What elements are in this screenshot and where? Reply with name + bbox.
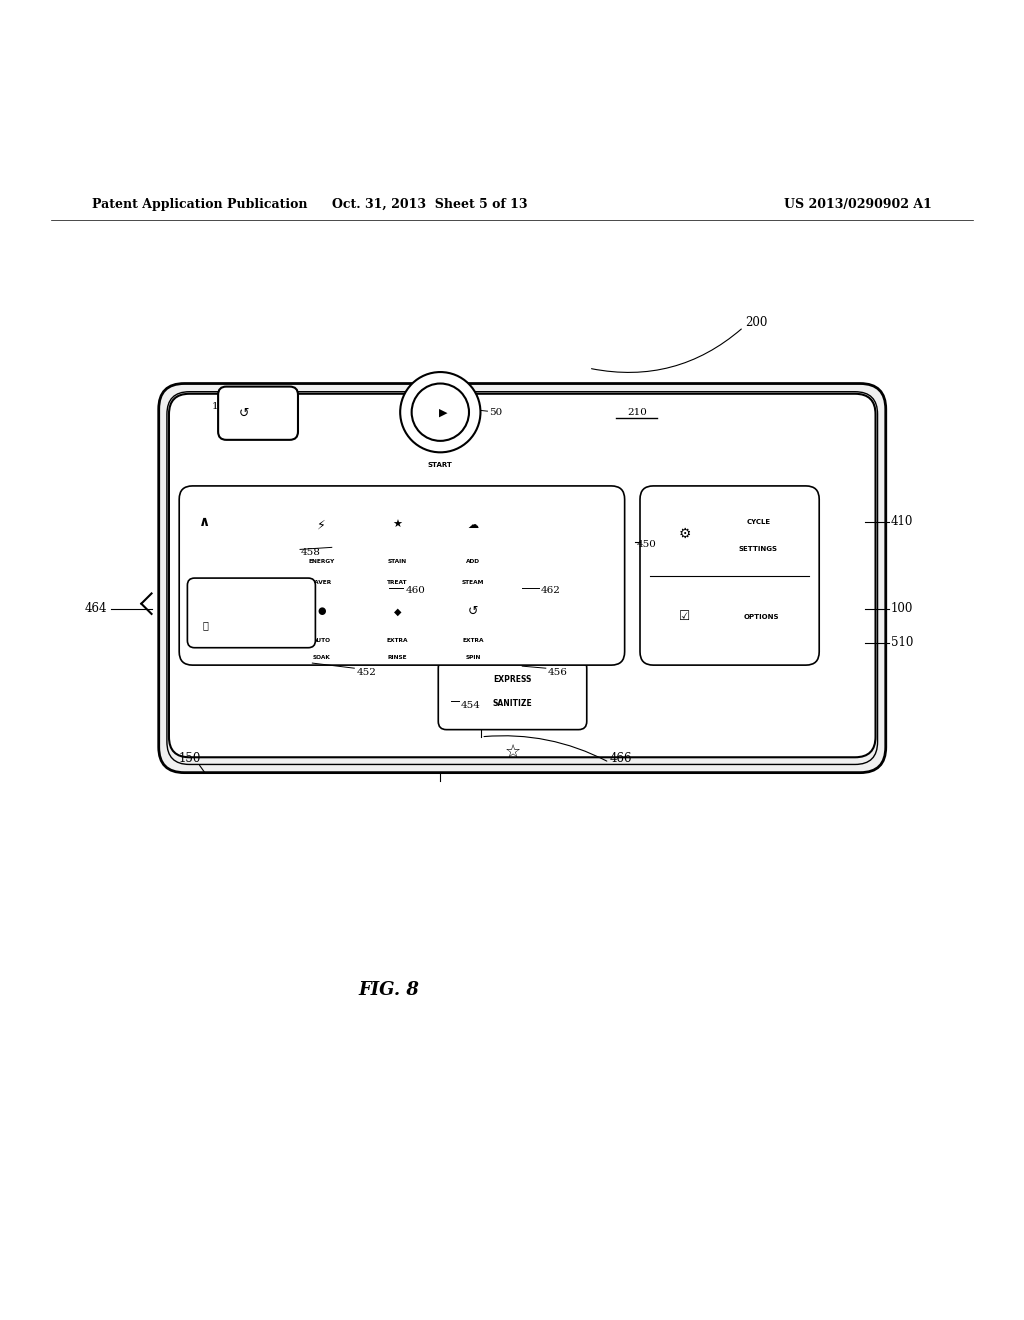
FancyBboxPatch shape <box>187 578 315 648</box>
Text: ↺: ↺ <box>468 605 478 618</box>
Text: ADD: ADD <box>466 558 480 564</box>
Text: SANITIZE: SANITIZE <box>493 698 532 708</box>
Text: SOAK: SOAK <box>312 656 331 660</box>
Text: ∧: ∧ <box>200 515 210 529</box>
Text: Oct. 31, 2013  Sheet 5 of 13: Oct. 31, 2013 Sheet 5 of 13 <box>333 198 527 211</box>
Text: EXTRA: EXTRA <box>387 638 409 643</box>
Text: AUTO: AUTO <box>312 638 331 643</box>
Text: OPTIONS: OPTIONS <box>744 614 779 619</box>
Text: 466: 466 <box>609 752 632 766</box>
Text: 150: 150 <box>178 752 201 766</box>
Text: 10: 10 <box>212 401 224 411</box>
Text: 458: 458 <box>301 548 321 557</box>
Circle shape <box>400 372 480 453</box>
Text: ⚡: ⚡ <box>317 519 326 532</box>
Circle shape <box>412 384 469 441</box>
Text: CYCLE: CYCLE <box>746 519 770 525</box>
Text: ☆: ☆ <box>505 743 520 762</box>
Text: US 2013/0290902 A1: US 2013/0290902 A1 <box>784 198 932 211</box>
Text: TREAT: TREAT <box>387 581 408 585</box>
Text: 456: 456 <box>548 668 567 677</box>
Text: SPIN: SPIN <box>466 656 481 660</box>
Text: 464: 464 <box>85 602 108 615</box>
FancyBboxPatch shape <box>438 660 587 730</box>
Text: 452: 452 <box>356 668 376 677</box>
Text: ENERGY: ENERGY <box>308 558 335 564</box>
Text: ●: ● <box>317 606 326 616</box>
Text: SAVER: SAVER <box>311 581 333 585</box>
Text: 450: 450 <box>637 540 656 549</box>
Text: BACK: BACK <box>262 409 286 417</box>
FancyArrowPatch shape <box>592 329 741 372</box>
Text: ★: ★ <box>392 520 402 531</box>
Text: ↺: ↺ <box>239 407 249 420</box>
FancyBboxPatch shape <box>179 486 625 665</box>
Text: ☑: ☑ <box>679 610 690 623</box>
Text: 460: 460 <box>406 586 425 595</box>
FancyBboxPatch shape <box>159 384 886 772</box>
Text: DELAY START: DELAY START <box>226 593 276 598</box>
Text: 0 MIN: 0 MIN <box>255 623 279 628</box>
FancyBboxPatch shape <box>640 486 819 665</box>
Text: Patent Application Publication: Patent Application Publication <box>92 198 307 211</box>
Text: ☁: ☁ <box>468 520 479 531</box>
FancyBboxPatch shape <box>218 387 298 440</box>
Text: 410: 410 <box>891 515 913 528</box>
FancyBboxPatch shape <box>169 393 876 758</box>
Text: 454: 454 <box>461 701 480 710</box>
Text: 462: 462 <box>541 586 560 595</box>
Text: ▶: ▶ <box>439 407 447 417</box>
Text: ⏱: ⏱ <box>203 620 209 631</box>
Text: RINSE: RINSE <box>388 656 408 660</box>
Text: STAIN: STAIN <box>388 558 407 564</box>
Text: FIG. 8: FIG. 8 <box>358 981 420 999</box>
Text: START: START <box>428 462 453 467</box>
Text: 100: 100 <box>891 602 913 615</box>
Text: SETTINGS: SETTINGS <box>738 545 778 552</box>
Text: ◆: ◆ <box>393 606 401 616</box>
Text: 510: 510 <box>891 636 913 649</box>
Text: STEAM: STEAM <box>462 581 484 585</box>
Text: ⚙: ⚙ <box>679 527 691 541</box>
Text: 210: 210 <box>627 408 647 417</box>
Text: EXPRESS: EXPRESS <box>494 675 531 684</box>
Text: 50: 50 <box>489 408 503 417</box>
Text: 200: 200 <box>745 315 768 329</box>
Text: EXTRA: EXTRA <box>463 638 484 643</box>
FancyArrowPatch shape <box>484 735 607 762</box>
